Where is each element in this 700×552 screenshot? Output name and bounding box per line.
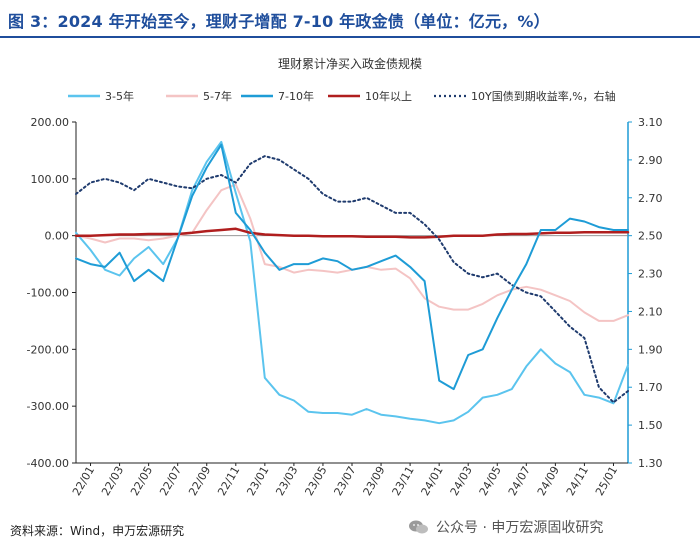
left-tick-label: -100.00	[27, 287, 69, 300]
watermark-text: 公众号 · 申万宏源固收研究	[436, 520, 604, 536]
right-tick-label: 1.90	[638, 343, 663, 356]
right-tick-label: 2.50	[638, 230, 663, 243]
x-tick-label: 23/07	[331, 464, 358, 498]
series-line-s_3_5	[75, 140, 629, 425]
chart-title: 理财累计净买入政金债规模	[277, 57, 422, 71]
x-tick-label: 22/05	[128, 464, 155, 498]
x-tick-label: 24/03	[448, 464, 475, 498]
left-tick-label: -300.00	[27, 400, 69, 413]
x-tick-label: 23/01	[244, 464, 271, 498]
right-tick-label: 3.10	[638, 116, 663, 129]
figure-title: 图 3：2024 年开始至今，理财子增配 7-10 年政金债（单位：亿元，%）	[8, 12, 550, 31]
right-tick-label: 2.10	[638, 305, 663, 318]
left-tick-label: -200.00	[27, 343, 69, 356]
title-rule	[0, 36, 700, 38]
right-tick-label: 2.70	[638, 192, 663, 205]
x-tick-label: 23/05	[302, 464, 329, 498]
legend-label-s_10plus: 10年以上	[365, 89, 412, 103]
x-tick-label: 23/09	[361, 464, 388, 498]
right-tick-label: 1.70	[638, 381, 663, 394]
legend-label-s_7_10: 7-10年	[278, 89, 314, 103]
left-tick-label: -400.00	[27, 457, 69, 470]
legend-label-s_3_5: 3-5年	[105, 89, 134, 103]
left-tick-label: 0.00	[45, 230, 70, 243]
legend-label-s_5_7: 5-7年	[203, 89, 232, 103]
legend-label-yield_10y: 10Y国债到期收益率,%，右轴	[471, 89, 616, 103]
x-tick-label: 22/07	[157, 464, 184, 498]
wechat-icon	[409, 520, 428, 534]
watermark: 公众号 · 申万宏源固收研究	[408, 517, 603, 537]
x-tick-label: 22/03	[99, 464, 126, 498]
x-tick-label: 22/09	[186, 464, 213, 498]
x-tick-label: 22/01	[70, 464, 97, 498]
source-note: 资料来源：Wind，申万宏源研究	[10, 524, 185, 538]
left-tick-label: 200.00	[31, 116, 70, 129]
x-tick-label: 24/05	[477, 464, 504, 498]
right-tick-label: 1.50	[638, 419, 663, 432]
series-line-s_7_10	[75, 143, 629, 391]
left-tick-label: 100.00	[31, 173, 70, 186]
x-tick-label: 24/09	[535, 464, 562, 498]
x-tick-label: 25/01	[593, 464, 620, 498]
series-line-s_10plus	[74, 227, 630, 239]
x-tick-label: 24/07	[506, 464, 533, 498]
x-tick-label: 23/03	[273, 464, 300, 498]
x-tick-label: 23/11	[390, 464, 417, 498]
x-tick-label: 24/11	[564, 464, 591, 498]
x-tick-label: 22/11	[215, 464, 242, 498]
series-line-yield_10y	[75, 155, 629, 404]
right-tick-label: 2.90	[638, 154, 663, 167]
right-tick-label: 2.30	[638, 268, 663, 281]
x-tick-label: 24/01	[419, 464, 446, 498]
right-tick-label: 1.30	[638, 457, 663, 470]
